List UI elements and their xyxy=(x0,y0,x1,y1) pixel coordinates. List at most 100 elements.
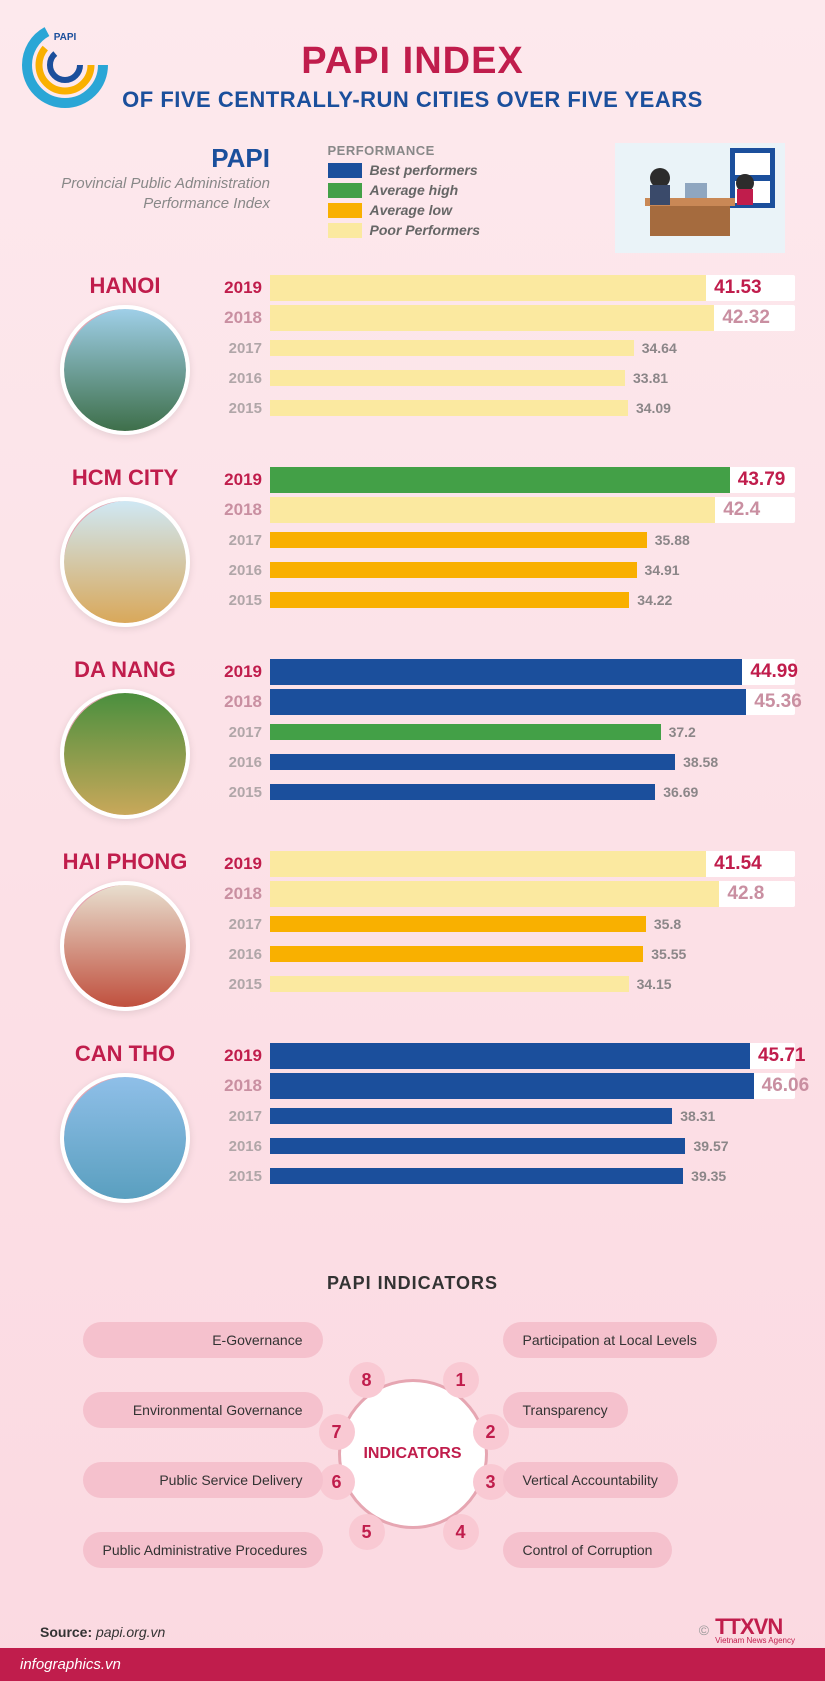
bar-fill: 35.88 xyxy=(270,532,647,548)
bar-track: 35.8 xyxy=(270,916,795,932)
bar-year: 2017 xyxy=(220,724,270,741)
bar-year: 2018 xyxy=(220,308,270,328)
city-name: HAI PHONG xyxy=(30,849,220,875)
bar-year: 2019 xyxy=(220,470,270,490)
bar-value: 45.71 xyxy=(758,1045,806,1067)
bar-value: 39.35 xyxy=(691,1168,726,1184)
indicators-wheel: INDICATORS 1Participation at Local Level… xyxy=(53,1314,773,1594)
meta-row: PAPI Provincial Public Administration Pe… xyxy=(0,123,825,263)
bar-track: 42.4 xyxy=(270,497,795,523)
indicators-center: INDICATORS xyxy=(338,1379,488,1529)
bar-value: 45.36 xyxy=(754,691,802,713)
legend-swatch xyxy=(328,183,362,198)
bar-row: 2019 41.54 xyxy=(220,851,795,877)
bar-row: 2019 44.99 xyxy=(220,659,795,685)
bar-fill: 34.22 xyxy=(270,592,629,608)
indicators-title: PAPI INDICATORS xyxy=(40,1273,785,1294)
city-bars: 2019 43.79 2018 42.4 2017 35.88 2016 34.… xyxy=(220,465,795,627)
bar-year: 2018 xyxy=(220,1076,270,1096)
bar-fill: 46.06 xyxy=(270,1073,754,1099)
indicator-node: 8 xyxy=(349,1362,385,1398)
bar-year: 2018 xyxy=(220,500,270,520)
papi-full: Provincial Public Administration Perform… xyxy=(40,174,270,213)
bar-year: 2019 xyxy=(220,854,270,874)
bar-row: 2016 33.81 xyxy=(220,365,795,391)
legend-swatch xyxy=(328,203,362,218)
infographic-page: PAPI PAPI INDEX OF FIVE CENTRALLY-RUN CI… xyxy=(0,0,825,1681)
bar-track: 42.8 xyxy=(270,881,795,907)
bar-track: 38.58 xyxy=(270,754,795,770)
indicator-node: 6 xyxy=(319,1464,355,1500)
bar-track: 44.99 xyxy=(270,659,795,685)
bar-year: 2019 xyxy=(220,662,270,682)
bar-fill: 38.58 xyxy=(270,754,675,770)
indicator-node: 5 xyxy=(349,1514,385,1550)
city-photo xyxy=(60,689,190,819)
indicator-pill: Environmental Governance xyxy=(83,1392,323,1428)
bar-row: 2017 38.31 xyxy=(220,1103,795,1129)
legend-swatch xyxy=(328,163,362,178)
bar-year: 2015 xyxy=(220,784,270,801)
bar-fill: 45.71 xyxy=(270,1043,750,1069)
indicator-pill: Public Administrative Procedures xyxy=(83,1532,323,1568)
bar-fill: 39.35 xyxy=(270,1168,683,1184)
legend-swatch xyxy=(328,223,362,238)
city-photo xyxy=(60,881,190,1011)
agency-credit: © TTXVN Vietnam News Agency xyxy=(699,1614,795,1645)
cities-container: HANOI 2019 41.53 2018 42.32 2017 34.64 2… xyxy=(0,263,825,1253)
papi-definition: PAPI Provincial Public Administration Pe… xyxy=(40,143,270,213)
indicator-pill: E-Governance xyxy=(83,1322,323,1358)
bar-track: 41.53 xyxy=(270,275,795,301)
bar-value: 42.32 xyxy=(722,307,770,329)
city-bars: 2019 44.99 2018 45.36 2017 37.2 2016 38.… xyxy=(220,657,795,819)
indicator-node: 4 xyxy=(443,1514,479,1550)
bar-track: 37.2 xyxy=(270,724,795,740)
bar-fill: 34.15 xyxy=(270,976,629,992)
bar-year: 2019 xyxy=(220,1046,270,1066)
bar-track: 34.22 xyxy=(270,592,795,608)
city-left: HAI PHONG xyxy=(30,849,220,1011)
bar-row: 2017 35.8 xyxy=(220,911,795,937)
bar-year: 2017 xyxy=(220,532,270,549)
bar-value: 38.58 xyxy=(683,754,718,770)
legend-label: Best performers xyxy=(370,162,478,178)
bar-year: 2018 xyxy=(220,692,270,712)
bar-fill: 33.81 xyxy=(270,370,625,386)
footer-site: infographics.vn xyxy=(0,1648,825,1681)
bar-year: 2016 xyxy=(220,946,270,963)
bar-year: 2015 xyxy=(220,1168,270,1185)
bar-fill: 42.8 xyxy=(270,881,719,907)
bar-year: 2017 xyxy=(220,340,270,357)
source-label: Source: xyxy=(40,1624,92,1640)
bar-row: 2016 35.55 xyxy=(220,941,795,967)
indicators-section: PAPI INDICATORS INDICATORS 1Participatio… xyxy=(0,1253,825,1614)
city-left: DA NANG xyxy=(30,657,220,819)
bar-track: 34.09 xyxy=(270,400,795,416)
bar-year: 2016 xyxy=(220,754,270,771)
bar-row: 2018 45.36 xyxy=(220,689,795,715)
bar-row: 2018 42.4 xyxy=(220,497,795,523)
title-main: PAPI INDEX xyxy=(40,40,785,83)
city-left: CAN THO xyxy=(30,1041,220,1203)
bar-track: 43.79 xyxy=(270,467,795,493)
bar-track: 41.54 xyxy=(270,851,795,877)
bar-fill: 41.54 xyxy=(270,851,706,877)
bar-row: 2017 34.64 xyxy=(220,335,795,361)
bar-value: 46.06 xyxy=(762,1075,810,1097)
bar-fill: 34.64 xyxy=(270,340,634,356)
bar-track: 38.31 xyxy=(270,1108,795,1124)
bar-value: 33.81 xyxy=(633,370,668,386)
bar-row: 2015 36.69 xyxy=(220,779,795,805)
bar-year: 2017 xyxy=(220,916,270,933)
bar-track: 45.36 xyxy=(270,689,795,715)
bar-fill: 39.57 xyxy=(270,1138,685,1154)
bar-row: 2016 34.91 xyxy=(220,557,795,583)
bar-fill: 44.99 xyxy=(270,659,742,685)
bar-track: 39.35 xyxy=(270,1168,795,1184)
bar-row: 2016 39.57 xyxy=(220,1133,795,1159)
legend-title: PERFORMANCE xyxy=(328,143,558,158)
bar-track: 34.15 xyxy=(270,976,795,992)
footer: Source: papi.org.vn © TTXVN Vietnam News… xyxy=(0,1614,825,1681)
bar-year: 2016 xyxy=(220,562,270,579)
city-block: HCM CITY 2019 43.79 2018 42.4 2017 35.88… xyxy=(30,465,795,627)
